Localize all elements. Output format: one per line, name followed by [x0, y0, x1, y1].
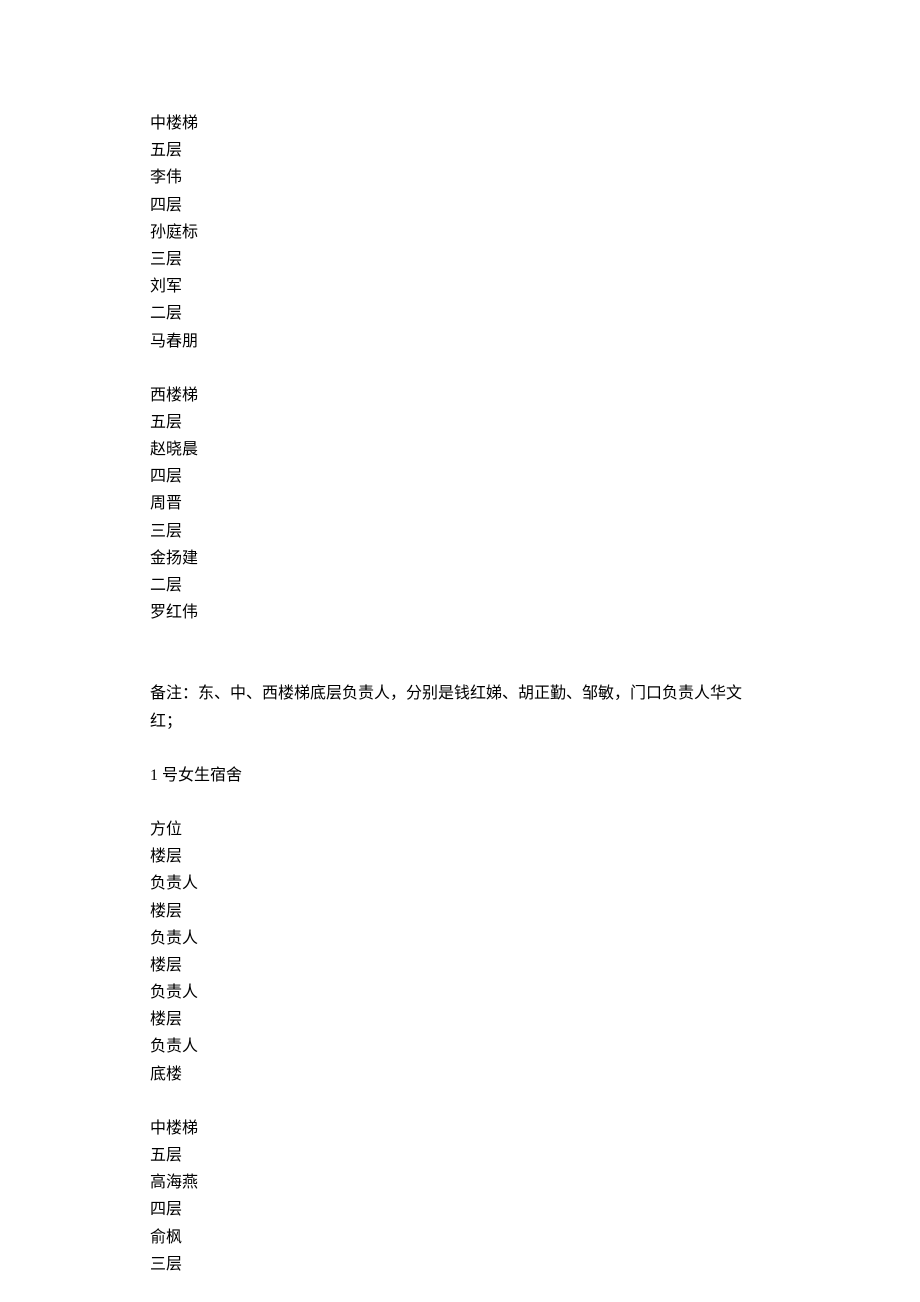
- text-line: 李伟: [150, 164, 770, 191]
- text-line: 三层: [150, 1251, 770, 1278]
- text-line: 俞枫: [150, 1224, 770, 1251]
- text-line: 方位: [150, 816, 770, 843]
- section-middle-stair: 中楼梯 五层 李伟 四层 孙庭标 三层 刘军 二层 马春朋: [150, 110, 770, 355]
- text-line: 四层: [150, 192, 770, 219]
- text-line: 负责人: [150, 979, 770, 1006]
- section-divider: [150, 735, 770, 762]
- text-line: 罗红伟: [150, 599, 770, 626]
- text-line: 楼层: [150, 898, 770, 925]
- text-line: 负责人: [150, 925, 770, 952]
- text-line: 负责人: [150, 870, 770, 897]
- section-middle-stair-2: 中楼梯 五层 高海燕 四层 俞枫 三层: [150, 1115, 770, 1278]
- text-line: 赵晓晨: [150, 436, 770, 463]
- text-line: 负责人: [150, 1033, 770, 1060]
- section-west-stair: 西楼梯 五层 赵晓晨 四层 周晋 三层 金扬建 二层 罗红伟: [150, 382, 770, 627]
- text-line: 马春朋: [150, 328, 770, 355]
- text-line: 底楼: [150, 1061, 770, 1088]
- text-line: 楼层: [150, 1006, 770, 1033]
- text-line: 三层: [150, 518, 770, 545]
- section-divider: [150, 626, 770, 680]
- text-line: 五层: [150, 409, 770, 436]
- text-line: 高海燕: [150, 1169, 770, 1196]
- section-divider: [150, 1088, 770, 1115]
- dorm-title: 1 号女生宿舍: [150, 762, 770, 789]
- text-line: 金扬建: [150, 545, 770, 572]
- text-line: 五层: [150, 1142, 770, 1169]
- text-line: 楼层: [150, 843, 770, 870]
- text-line: 五层: [150, 137, 770, 164]
- section-dorm-title: 1 号女生宿舍: [150, 762, 770, 789]
- text-line: 中楼梯: [150, 110, 770, 137]
- text-line: 二层: [150, 300, 770, 327]
- text-line: 楼层: [150, 952, 770, 979]
- text-line: 四层: [150, 463, 770, 490]
- note-text: 备注：东、中、西楼梯底层负责人，分别是钱红娣、胡正勤、邹敏，门口负责人华文红；: [150, 680, 770, 734]
- text-line: 四层: [150, 1196, 770, 1223]
- section-divider: [150, 789, 770, 816]
- text-line: 中楼梯: [150, 1115, 770, 1142]
- section-headers: 方位 楼层 负责人 楼层 负责人 楼层 负责人 楼层 负责人 底楼: [150, 816, 770, 1088]
- text-line: 孙庭标: [150, 219, 770, 246]
- text-line: 三层: [150, 246, 770, 273]
- text-line: 周晋: [150, 490, 770, 517]
- section-divider: [150, 355, 770, 382]
- section-note: 备注：东、中、西楼梯底层负责人，分别是钱红娣、胡正勤、邹敏，门口负责人华文红；: [150, 680, 770, 734]
- text-line: 刘军: [150, 273, 770, 300]
- text-line: 二层: [150, 572, 770, 599]
- text-line: 西楼梯: [150, 382, 770, 409]
